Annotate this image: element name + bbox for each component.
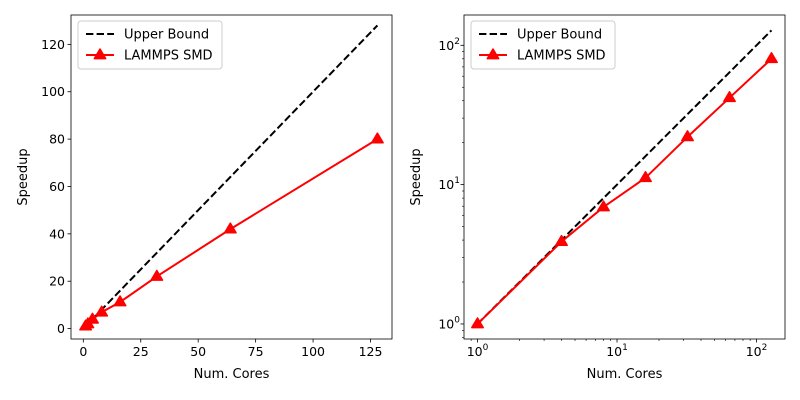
legend-marker <box>93 48 107 60</box>
y-tick-label-base: 10 <box>438 38 454 53</box>
data-point <box>681 130 694 142</box>
data-point <box>723 91 736 103</box>
data-point <box>150 269 164 281</box>
legend-label: Upper Bound <box>517 28 602 43</box>
x-tick-label-base: 10 <box>467 344 483 359</box>
x-tick-label: 50 <box>190 344 206 359</box>
x-tick-label: 100 <box>301 344 325 359</box>
y-axis-label: Speedup <box>16 148 31 205</box>
plot-frame <box>463 14 786 340</box>
y-tick-label: 20 <box>49 274 65 289</box>
x-tick-label: 25 <box>133 344 149 359</box>
y-tick-label: 101 <box>438 176 460 192</box>
y-axis-label: Speedup <box>409 148 424 205</box>
y-tick-label: 100 <box>41 84 65 99</box>
x-tick-label: 125 <box>359 344 383 359</box>
legend: Upper Bound LAMMPS SMD <box>470 20 616 70</box>
data-point <box>95 305 109 317</box>
x-tick-label-exponent: 0 <box>483 343 489 353</box>
y-tick-label: 102 <box>438 37 460 53</box>
x-tick-label: 75 <box>248 344 264 359</box>
x-tick-label-base: 10 <box>606 344 622 359</box>
data-point <box>86 312 99 324</box>
y-tick-label: 100 <box>438 315 460 331</box>
x-tick-label-exponent: 2 <box>762 343 768 353</box>
x-tick-label-base: 10 <box>746 344 762 359</box>
y-tick-label: 0 <box>57 321 65 336</box>
y-tick-label: 60 <box>49 179 65 194</box>
data-point <box>555 234 568 246</box>
legend-label: Upper Bound <box>124 28 209 43</box>
y-tick-label-exponent: 0 <box>454 315 460 325</box>
legend-label: LAMMPS SMD <box>124 49 213 64</box>
data-point <box>113 295 127 307</box>
x-tick-label: 102 <box>746 343 768 359</box>
data-point <box>471 317 484 329</box>
linear-speedup-chart: 0 25 50 75 100 125 0 20 40 60 80 100 120 Num. Cores Sp… <box>16 14 393 382</box>
plot-frame <box>70 14 393 340</box>
x-tick-label: 0 <box>79 344 87 359</box>
y-tick-label: 40 <box>49 226 65 241</box>
x-axis-label: Num. Cores <box>194 367 270 382</box>
legend: Upper Bound LAMMPS SMD <box>77 20 223 70</box>
data-point <box>223 222 237 234</box>
x-tick-label: 101 <box>606 343 628 359</box>
data-point <box>639 171 652 183</box>
y-tick-label-base: 10 <box>438 316 454 331</box>
y-tick-label-base: 10 <box>438 177 454 192</box>
x-tick-label: 100 <box>467 343 489 359</box>
legend-label: LAMMPS SMD <box>517 49 606 64</box>
data-point <box>370 132 384 144</box>
data-point <box>597 200 610 212</box>
x-axis-label: Num. Cores <box>587 367 663 382</box>
legend-marker <box>486 48 500 60</box>
series-line-0 <box>84 24 379 327</box>
data-point <box>765 52 778 64</box>
x-tick-label-exponent: 1 <box>622 343 628 353</box>
y-tick-label-exponent: 1 <box>454 176 460 186</box>
y-tick-label-exponent: 2 <box>454 37 460 47</box>
y-tick-label: 80 <box>49 132 65 147</box>
y-tick-label: 120 <box>41 37 65 52</box>
